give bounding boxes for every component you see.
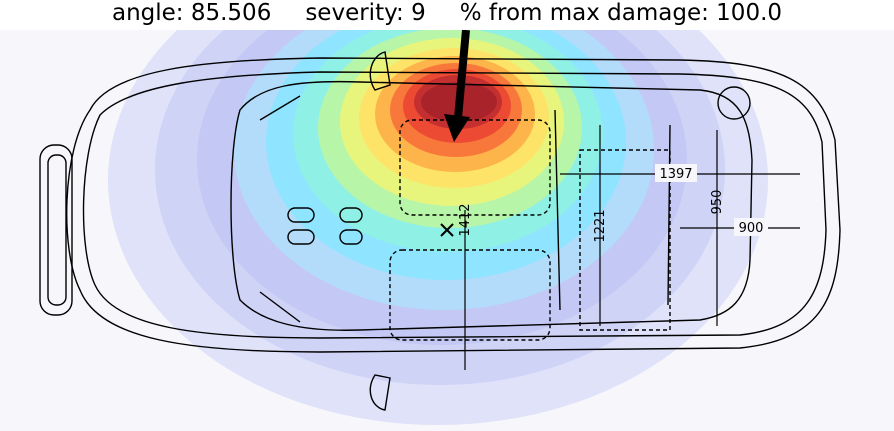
angle-label: angle: — [111, 0, 184, 26]
dimension-labels: 1397 900 950 1221 1412 — [458, 164, 768, 243]
rear-seat-hump-4 — [339, 229, 363, 245]
dim-label-1397: 1397 — [659, 167, 692, 182]
mirror-bottom — [369, 374, 391, 411]
rear-seat-hump-2 — [287, 229, 315, 245]
dim-label-950: 950 — [710, 190, 725, 215]
rear-seat-hump-1 — [287, 207, 315, 223]
rear-bumper-inner — [47, 154, 67, 306]
angle-value: 85.506 — [190, 0, 272, 26]
mirror-top — [369, 51, 391, 91]
severity-label: severity: — [305, 0, 404, 26]
windshield-pillars — [259, 95, 301, 323]
front-seat-upper — [399, 119, 551, 216]
damage-heatmap — [108, 30, 768, 425]
impact-arrow-icon — [444, 30, 470, 142]
impact-center-x-icon — [440, 223, 454, 237]
car-body-inner-outline — [82, 71, 827, 339]
car-body-outline — [66, 57, 841, 353]
dim-label-1221: 1221 — [593, 209, 608, 242]
front-seat-lower — [389, 249, 551, 341]
car-damage-diagram: 1397 900 950 1221 1412 — [0, 30, 894, 431]
rear-bumper — [39, 144, 73, 316]
dim-label-1412: 1412 — [458, 203, 473, 236]
damage-label: % from max damage: — [459, 0, 709, 26]
rear-seat-hump-3 — [339, 207, 363, 223]
damage-info-header: angle: 85.506 severity: 9 % from max damag… — [0, 0, 894, 34]
car-outline — [39, 51, 841, 411]
severity-value: 9 — [411, 0, 426, 26]
dashboard-area — [579, 149, 671, 331]
fuel-cap — [717, 86, 751, 120]
cabin-outline — [230, 80, 753, 331]
dim-label-900: 900 — [739, 221, 764, 236]
damage-value: 100.0 — [716, 0, 783, 26]
